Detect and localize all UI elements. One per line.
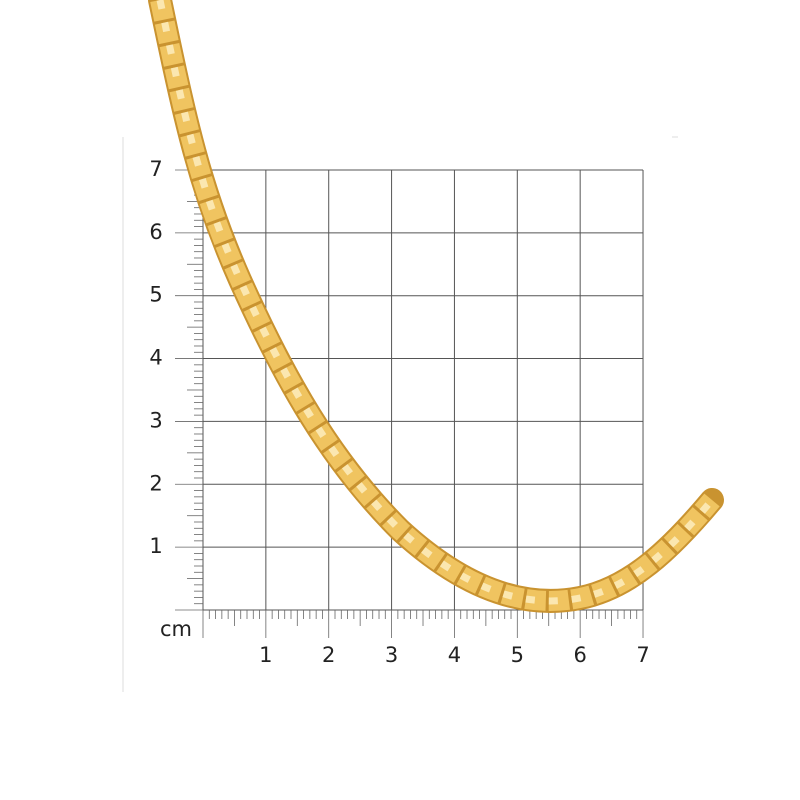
y-label: 5 — [149, 283, 162, 307]
x-label: 7 — [636, 643, 649, 667]
y-label: 7 — [149, 157, 162, 181]
unit-label: cm — [160, 617, 192, 641]
y-label: 4 — [149, 346, 162, 370]
x-label: 6 — [573, 643, 586, 667]
y-label: 1 — [149, 534, 162, 558]
y-label: 6 — [149, 220, 162, 244]
x-label: 1 — [259, 643, 272, 667]
gold-chain — [148, 0, 724, 613]
x-label: 2 — [322, 643, 335, 667]
y-label: 3 — [149, 408, 162, 432]
y-label: 2 — [149, 471, 162, 495]
chain-holes — [156, 0, 715, 605]
x-label: 3 — [385, 643, 398, 667]
measurement-grid — [175, 169, 644, 638]
x-label: 5 — [511, 643, 524, 667]
x-label: 4 — [448, 643, 461, 667]
